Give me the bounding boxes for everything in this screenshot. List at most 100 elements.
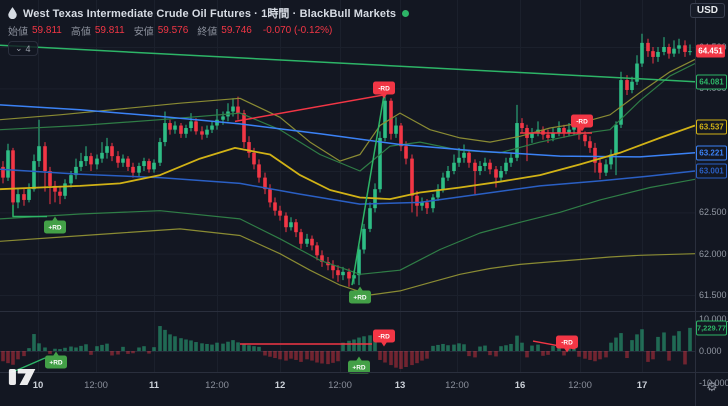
candle-body: [116, 156, 120, 163]
candle-body: [420, 202, 424, 206]
volume-bar: [688, 327, 692, 351]
candle-body: [252, 152, 256, 165]
svg-text:-RD: -RD: [576, 118, 588, 125]
time-label: 10: [32, 380, 44, 391]
volume-bar: [341, 342, 345, 351]
low-value: 59.576: [157, 25, 189, 36]
volume-bar: [147, 351, 151, 354]
open-label: 始値: [8, 27, 28, 38]
candle-body: [100, 152, 104, 159]
candle-body: [299, 232, 303, 244]
volume-bar: [226, 341, 230, 351]
candle-body: [242, 113, 246, 143]
volume-bar: [630, 340, 634, 351]
candle-body: [431, 197, 435, 209]
price-label: 63.537: [696, 119, 727, 135]
candle-body: [383, 100, 387, 138]
volume-bar: [577, 351, 581, 357]
volume-bar: [446, 345, 450, 351]
candle-body: [368, 208, 372, 229]
candle-body: [310, 238, 314, 246]
volume-bar: [137, 347, 141, 351]
volume-pane: [1, 326, 692, 372]
price-label: 63.001: [696, 163, 727, 179]
candle-body: [105, 146, 109, 153]
volume-bar: [667, 351, 671, 361]
candle-body: [79, 161, 83, 167]
volume-bar: [11, 351, 15, 365]
volume-bar: [63, 347, 67, 351]
candle-body: [6, 150, 10, 178]
candle-body: [593, 147, 597, 163]
tradingview-logo[interactable]: [8, 364, 38, 390]
currency-button[interactable]: USD: [689, 3, 725, 18]
candle-body: [147, 161, 151, 170]
volume-bar: [294, 351, 298, 360]
volume-bar: [310, 351, 314, 361]
candle-body: [640, 42, 644, 64]
svg-text:-RD: -RD: [561, 339, 573, 346]
volume-bar: [656, 336, 660, 351]
volume-bar: [683, 351, 687, 365]
volume-bar: [525, 351, 529, 358]
volume-tick: 10,000.0: [699, 314, 728, 324]
volume-bar: [289, 351, 293, 359]
band-olive-upper: [0, 58, 695, 162]
time-label: 12:00: [568, 380, 592, 391]
volume-bar: [619, 333, 623, 351]
volume-bar: [336, 351, 340, 362]
candle-body: [131, 166, 135, 173]
volume-bar: [541, 351, 545, 356]
candle-body: [625, 80, 629, 90]
candle-body: [179, 125, 183, 134]
volume-bar: [677, 331, 681, 351]
symbol-title[interactable]: West Texas Intermediate Crude Oil Future…: [23, 8, 397, 20]
price-tick: 62.000: [699, 248, 727, 259]
candle-body: [551, 132, 555, 138]
svg-text:+RD: +RD: [48, 224, 61, 231]
volume-bar: [404, 351, 408, 367]
indicators-collapse-button[interactable]: ⌄ 4: [8, 41, 38, 56]
candle-body: [231, 106, 235, 112]
symbol-header[interactable]: West Texas Intermediate Crude Oil Future…: [8, 5, 410, 21]
chevron-down-icon: ⌄: [15, 43, 23, 53]
candle-body: [499, 171, 503, 178]
divergence-red: [234, 94, 385, 123]
time-axis[interactable]: 10 12:00 11 12:00 12 12:00 13 12:00 16 12:00 17: [0, 372, 695, 406]
volume-bar: [425, 351, 429, 359]
candle-body: [315, 245, 319, 256]
svg-text:-RD: -RD: [378, 333, 390, 340]
volume-bar: [536, 344, 540, 351]
candle-body: [546, 134, 550, 138]
volume-bar: [32, 334, 36, 351]
candle-body: [572, 126, 576, 130]
volume-bar: [530, 345, 534, 351]
candle-body: [27, 189, 31, 200]
volume-bar: [394, 351, 398, 368]
price-tick: 61.500: [699, 290, 727, 300]
candle-body: [667, 47, 671, 54]
volume-bar: [37, 343, 41, 351]
volume-bar: [79, 345, 83, 351]
price-axis[interactable]: 64.50064.00062.50062.00061.50010,000.00.…: [695, 0, 728, 406]
volume-bar: [520, 342, 524, 351]
candle-body: [331, 265, 335, 271]
candle-body: [672, 48, 676, 54]
volume-bar: [48, 351, 52, 354]
price-pane: [0, 33, 695, 296]
volume-bar: [389, 351, 393, 366]
volume-bar: [420, 351, 424, 361]
candle-body: [173, 125, 177, 130]
volume-bar: [131, 351, 135, 354]
svg-text:+RD: +RD: [49, 359, 62, 366]
gear-icon[interactable]: ⚙: [706, 379, 718, 394]
volume-bar: [583, 351, 587, 359]
candle-body: [263, 177, 267, 190]
close-value: 59.746: [221, 25, 252, 36]
volume-bar: [242, 344, 246, 351]
volume-bar: [126, 351, 130, 354]
volume-bar: [483, 345, 487, 351]
candle-body: [74, 166, 78, 176]
volume-bar: [263, 351, 267, 356]
